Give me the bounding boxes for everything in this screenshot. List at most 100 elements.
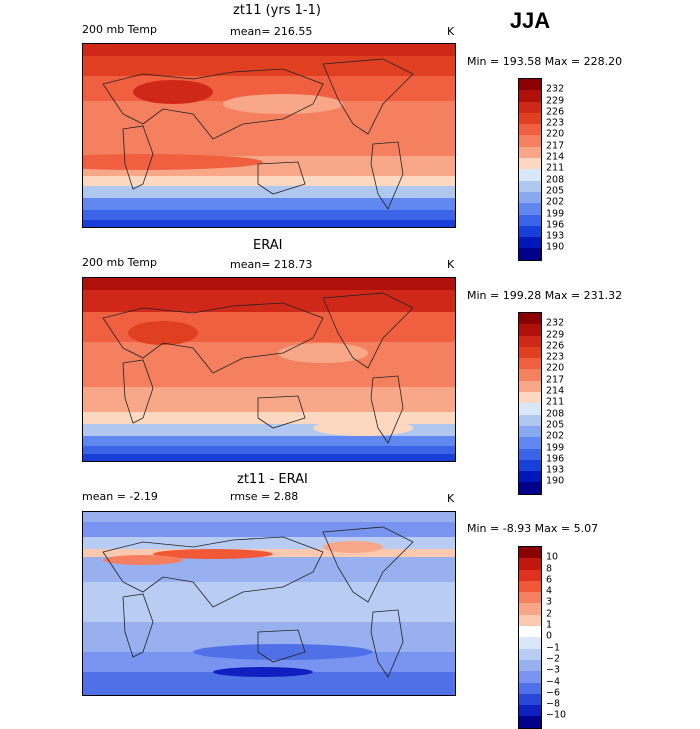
panel1-map (82, 43, 456, 228)
colorbar-tick-label: 208 (546, 408, 565, 420)
colorbar-swatch (519, 716, 541, 728)
colorbar-swatch (519, 313, 541, 325)
colorbar-swatch (519, 146, 541, 159)
colorbar-swatch (519, 448, 541, 460)
colorbar-swatch (519, 569, 541, 581)
colorbar-tick-label: 214 (546, 385, 565, 397)
colorbar-tick-label: 220 (546, 128, 565, 140)
colorbar-tick-label: 196 (546, 453, 565, 465)
season-label: JJA (509, 8, 551, 33)
panel2-mean: mean= 218.73 (230, 258, 313, 271)
colorbar-tick-label: −4 (546, 675, 561, 687)
colorbar-tick-label: −2 (546, 653, 561, 665)
colorbar-swatch (519, 158, 541, 170)
colorbar-swatch (519, 180, 541, 192)
colorbar-tick-label: 223 (546, 117, 565, 129)
colorbar-tick-label: 3 (546, 596, 553, 608)
panel2-colorbar (518, 312, 542, 495)
colorbar-swatch (519, 335, 541, 347)
colorbar-swatch (519, 671, 541, 683)
colorbar-tick-label: −10 (546, 709, 567, 721)
colorbar-tick-label: 10 (546, 551, 559, 563)
colorbar-swatch (519, 237, 541, 249)
colorbar-tick-label: 217 (546, 374, 565, 386)
colorbar-tick-label: 4 (546, 585, 553, 597)
panel2-colorbar-labels: 232 229 226 223 220 217 214 211 208 205 202 199 196 1… (546, 312, 564, 493)
colorbar-swatch (519, 648, 541, 660)
colorbar-tick-label: 199 (546, 441, 565, 453)
colorbar-swatch (519, 169, 541, 181)
colorbar-tick-label: 8 (546, 562, 553, 574)
colorbar-tick-label: 229 (546, 94, 565, 106)
panel3-units: K (447, 492, 455, 505)
panel3-rmse: rmse = 2.88 (230, 490, 299, 503)
colorbar-swatch (519, 603, 541, 615)
colorbar-tick-label: 220 (546, 362, 565, 374)
colorbar-swatch (519, 637, 541, 649)
colorbar-swatch (519, 191, 541, 204)
colorbar-swatch (519, 380, 541, 393)
colorbar-swatch (519, 403, 541, 415)
panel2-left-label: 200 mb Temp (82, 256, 158, 269)
colorbar-tick-label: −6 (546, 687, 561, 699)
colorbar-swatch (519, 580, 541, 593)
panel1-minmax: Min = 193.58 Max = 228.20 (467, 55, 623, 68)
colorbar-swatch (519, 614, 541, 627)
colorbar-swatch (519, 112, 541, 125)
colorbar-swatch (519, 248, 541, 260)
panel1-units: K (447, 25, 455, 38)
colorbar-swatch (519, 203, 541, 215)
colorbar-swatch (519, 547, 541, 559)
colorbar-tick-label: 205 (546, 185, 565, 197)
colorbar-tick-label: 208 (546, 174, 565, 186)
panel1-mean: mean= 216.55 (230, 25, 313, 38)
colorbar-swatch (519, 592, 541, 604)
colorbar-tick-label: 190 (546, 241, 565, 253)
panel3-map (82, 511, 456, 696)
colorbar-swatch (519, 90, 541, 102)
panel2-units: K (447, 258, 455, 271)
colorbar-tick-label: −3 (546, 664, 561, 676)
colorbar-tick-label: −1 (546, 642, 561, 654)
panel1-title: zt11 (yrs 1-1) (233, 3, 321, 18)
colorbar-tick-label: 232 (546, 83, 565, 95)
colorbar-swatch (519, 414, 541, 426)
panel1-colorbar (518, 78, 542, 261)
colorbar-tick-label: 199 (546, 207, 565, 219)
colorbar-swatch (519, 135, 541, 147)
panel3-title: zt11 - ERAI (237, 472, 308, 487)
colorbar-tick-label: 0 (546, 630, 553, 642)
colorbar-tick-label: 196 (546, 219, 565, 231)
panel2-map (82, 277, 456, 462)
colorbar-swatch (519, 324, 541, 336)
colorbar-swatch (519, 425, 541, 438)
panel3-colorbar (518, 546, 542, 729)
colorbar-tick-label: 193 (546, 464, 565, 476)
colorbar-swatch (519, 214, 541, 226)
colorbar-swatch (519, 346, 541, 359)
colorbar-tick-label: 205 (546, 419, 565, 431)
colorbar-swatch (519, 124, 541, 136)
colorbar-swatch (519, 626, 541, 638)
panel3-left-label: mean = -2.19 (82, 490, 158, 503)
colorbar-swatch (519, 459, 541, 472)
panel1-left-label: 200 mb Temp (82, 23, 158, 36)
colorbar-swatch (519, 369, 541, 381)
colorbar-swatch (519, 482, 541, 494)
colorbar-swatch (519, 659, 541, 672)
colorbar-tick-label: 190 (546, 475, 565, 487)
colorbar-swatch (519, 437, 541, 449)
colorbar-tick-label: 229 (546, 328, 565, 340)
colorbar-tick-label: 223 (546, 351, 565, 363)
colorbar-tick-label: 6 (546, 574, 553, 586)
panel2-title: ERAI (253, 238, 283, 253)
colorbar-swatch (519, 558, 541, 570)
panel3-minmax: Min = -8.93 Max = 5.07 (467, 522, 599, 535)
colorbar-swatch (519, 682, 541, 694)
colorbar-swatch (519, 358, 541, 370)
colorbar-tick-label: 211 (546, 396, 565, 408)
colorbar-swatch (519, 392, 541, 404)
colorbar-tick-label: 193 (546, 230, 565, 242)
colorbar-tick-label: 214 (546, 151, 565, 163)
colorbar-tick-label: 2 (546, 608, 553, 620)
